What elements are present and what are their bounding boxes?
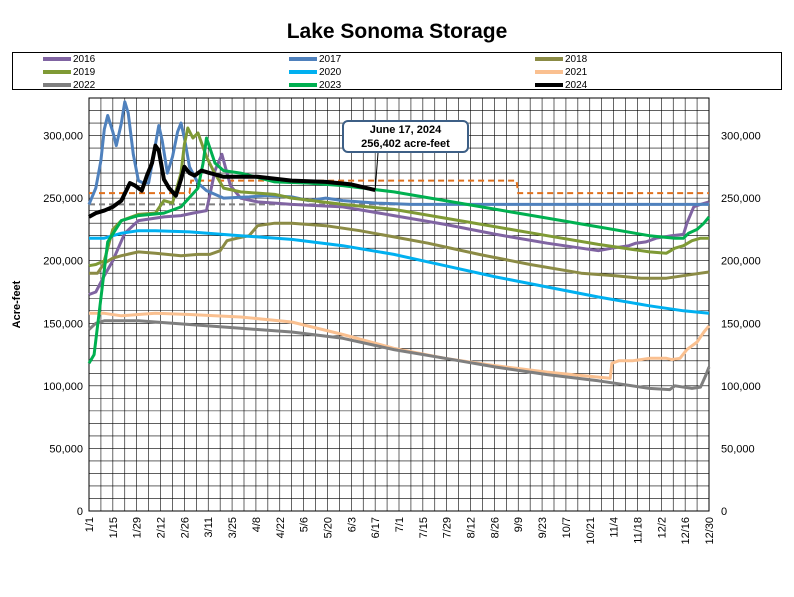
legend-swatch xyxy=(535,83,563,87)
x-tick-label: 11/4 xyxy=(609,517,621,538)
y-tick-label-right: 200,000 xyxy=(721,256,761,268)
series-line-2018 xyxy=(89,221,710,280)
legend-swatch xyxy=(289,70,317,74)
x-tick-label: 10/7 xyxy=(561,517,573,538)
legend-item-2018: 2018 xyxy=(535,53,587,65)
y-tick-label-right: 50,000 xyxy=(721,443,755,455)
legend-swatch xyxy=(43,70,71,74)
x-tick-label: 9/9 xyxy=(513,517,525,532)
y-tick-label-left: 300,000 xyxy=(43,131,83,143)
legend-label: 2017 xyxy=(319,53,342,65)
x-tick-label: 5/6 xyxy=(299,517,311,532)
legend-swatch xyxy=(43,57,71,61)
x-tick-label: 3/11 xyxy=(203,517,215,538)
y-tick-label-right: 300,000 xyxy=(721,131,761,143)
y-tick-label-left: 250,000 xyxy=(43,193,83,205)
annotation-line1: June 17, 2024 xyxy=(369,124,442,136)
x-tick-label: 1/15 xyxy=(108,517,120,538)
x-tick-label: 1/29 xyxy=(132,517,144,538)
x-tick-label: 7/1 xyxy=(394,517,406,532)
x-tick-label: 2/12 xyxy=(156,517,168,538)
x-tick-label: 4/8 xyxy=(251,517,263,532)
series-line-2021 xyxy=(89,311,711,380)
annotation-pointer xyxy=(374,152,379,191)
chart-title: Lake Sonoma Storage xyxy=(286,20,508,43)
y-tick-label-left: 100,000 xyxy=(43,381,83,393)
legend-label: 2023 xyxy=(319,79,342,91)
legend-item-2017: 2017 xyxy=(289,53,341,65)
legend-swatch xyxy=(535,70,563,74)
x-tick-label: 1/1 xyxy=(84,517,96,532)
legend-label: 2016 xyxy=(73,53,96,65)
legend-label: 2021 xyxy=(565,66,588,78)
legend-swatch xyxy=(289,57,317,61)
x-tick-label: 8/26 xyxy=(489,517,501,538)
legend-item-2020: 2020 xyxy=(289,66,341,78)
x-tick-label: 3/25 xyxy=(227,517,239,538)
legend-item-2024: 2024 xyxy=(535,79,587,91)
x-tick-label: 6/17 xyxy=(370,517,382,538)
series-line-2020 xyxy=(89,229,710,315)
x-tick-label: 2/26 xyxy=(179,517,191,538)
x-tick-label: 11/18 xyxy=(632,517,644,544)
y-tick-label-left: 50,000 xyxy=(49,443,83,455)
annotation-line2: 256,402 acre-feet xyxy=(361,138,450,150)
y-tick-label-right: 100,000 xyxy=(721,381,761,393)
y-tick-label-left: 200,000 xyxy=(43,256,83,268)
x-tick-label: 7/15 xyxy=(418,517,430,538)
legend: 2016 2017 2018 2019 2020 2021 2022 2023 2024 xyxy=(12,52,782,91)
legend-swatch xyxy=(535,57,563,61)
legend-item-2016: 2016 xyxy=(43,53,95,65)
series-line-2024 xyxy=(88,143,376,219)
legend-item-2023: 2023 xyxy=(289,79,341,91)
legend-label: 2022 xyxy=(73,79,96,91)
y-axis-label: Acre-feet xyxy=(11,280,23,328)
legend-item-2021: 2021 xyxy=(535,66,587,78)
series-line-2022 xyxy=(87,319,711,392)
x-tick-label: 12/30 xyxy=(704,517,716,545)
y-tick-label-right: 150,000 xyxy=(721,318,761,330)
x-tick-label: 9/23 xyxy=(537,517,549,538)
y-tick-label-left: 0 xyxy=(77,506,83,518)
x-tick-label: 5/20 xyxy=(322,517,334,538)
x-tick-label: 10/21 xyxy=(585,517,597,545)
y-tick-label-left: 150,000 xyxy=(43,318,83,330)
legend-label: 2019 xyxy=(73,66,96,78)
legend-swatch xyxy=(43,83,71,87)
x-tick-label: 12/2 xyxy=(656,517,668,538)
y-tick-label-right: 250,000 xyxy=(721,193,761,205)
x-tick-label: 6/3 xyxy=(346,517,358,532)
y-tick-label-right: 0 xyxy=(721,506,727,518)
legend-item-2022: 2022 xyxy=(43,79,95,91)
legend-label: 2020 xyxy=(319,66,342,78)
x-tick-label: 4/22 xyxy=(275,517,287,538)
legend-swatch xyxy=(289,83,317,87)
legend-item-2019: 2019 xyxy=(43,66,95,78)
annotation-callout: June 17, 2024 256,402 acre-feet xyxy=(342,120,469,153)
x-tick-label: 12/16 xyxy=(680,517,692,545)
x-tick-label: 7/29 xyxy=(442,517,454,538)
legend-label: 2024 xyxy=(565,79,588,91)
x-tick-label: 8/12 xyxy=(466,517,478,538)
legend-label: 2018 xyxy=(565,53,588,65)
